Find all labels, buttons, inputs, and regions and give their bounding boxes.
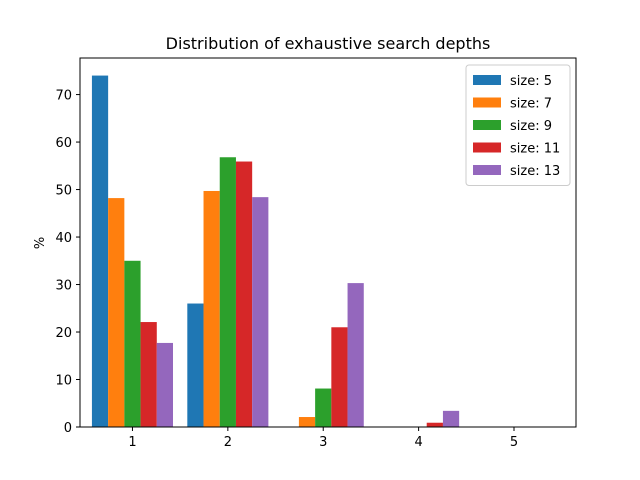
bar-size-11-3 <box>331 327 348 427</box>
legend-swatch-size-13 <box>473 165 501 175</box>
legend-label-size-5: size: 5 <box>510 74 552 89</box>
y-axis-label: % <box>33 237 48 249</box>
bar-size-5-1 <box>91 75 109 428</box>
y-tick-label-0: 0 <box>64 421 72 436</box>
bars-group <box>91 75 460 428</box>
bar-size-13-3 <box>347 283 364 427</box>
bar-size-9-2 <box>219 157 236 427</box>
x-tick-label-5: 5 <box>510 435 518 450</box>
y-tick-label-40: 40 <box>55 231 72 246</box>
legend-label-size-13: size: 13 <box>510 164 560 179</box>
chart-title: Distribution of exhaustive search depths <box>166 34 491 53</box>
x-tick-label-3: 3 <box>319 435 327 450</box>
bar-size-9-3 <box>315 388 332 427</box>
y-tick-label-50: 50 <box>55 184 72 199</box>
y-tick-label-30: 30 <box>55 279 72 294</box>
bar-size-13-1 <box>156 342 173 427</box>
legend-swatch-size-7 <box>473 97 501 108</box>
legend-label-size-11: size: 11 <box>510 142 560 157</box>
legend-swatch-size-11 <box>473 142 501 153</box>
bar-size-7-2 <box>203 190 220 427</box>
bar-size-11-1 <box>140 322 157 427</box>
bar-size-11-4 <box>426 422 443 427</box>
bar-size-5-2 <box>187 303 204 427</box>
bar-size-13-4 <box>442 410 460 427</box>
legend-box <box>465 64 571 186</box>
x-tick-label-4: 4 <box>414 435 422 450</box>
y-tick-label-60: 60 <box>55 136 72 151</box>
y-tick-label-20: 20 <box>55 326 72 341</box>
legend: size: 5 size: 7 size: 9 size: 11 size: 13 <box>465 64 571 186</box>
x-tick-label-1: 1 <box>128 435 136 450</box>
bar-size-9-1 <box>124 260 141 427</box>
bar-size-11-2 <box>235 161 253 427</box>
y-tick-label-10: 10 <box>55 374 72 389</box>
bar-size-13-2 <box>252 197 269 427</box>
bar-size-7-1 <box>108 198 125 427</box>
y-tick-label-70: 70 <box>55 89 72 104</box>
x-tick-label-2: 2 <box>224 435 232 450</box>
legend-label-size-7: size: 7 <box>510 97 552 112</box>
legend-swatch-size-5 <box>473 75 501 85</box>
bar-size-7-3 <box>298 417 316 427</box>
plot-frame <box>79 57 577 428</box>
legend-swatch-size-9 <box>473 120 501 130</box>
legend-label-size-9: size: 9 <box>510 119 552 134</box>
